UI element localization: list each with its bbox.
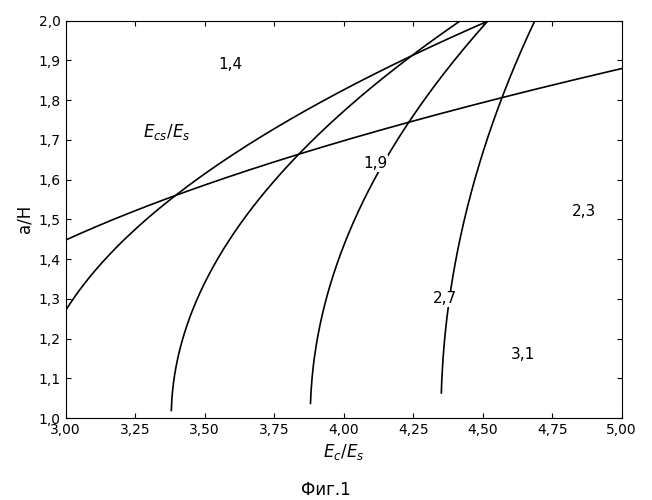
Text: Фиг.1: Фиг.1 [301, 481, 351, 499]
X-axis label: $E_c/E_s$: $E_c/E_s$ [323, 442, 364, 462]
Text: 1,9: 1,9 [363, 156, 387, 171]
Text: 2,7: 2,7 [432, 292, 456, 306]
Y-axis label: a/H: a/H [15, 205, 33, 234]
Text: $E_{cs}/E_s$: $E_{cs}/E_s$ [143, 122, 191, 142]
Text: 1,4: 1,4 [218, 56, 243, 72]
Text: 3,1: 3,1 [511, 347, 535, 362]
Text: 2,3: 2,3 [572, 204, 596, 219]
